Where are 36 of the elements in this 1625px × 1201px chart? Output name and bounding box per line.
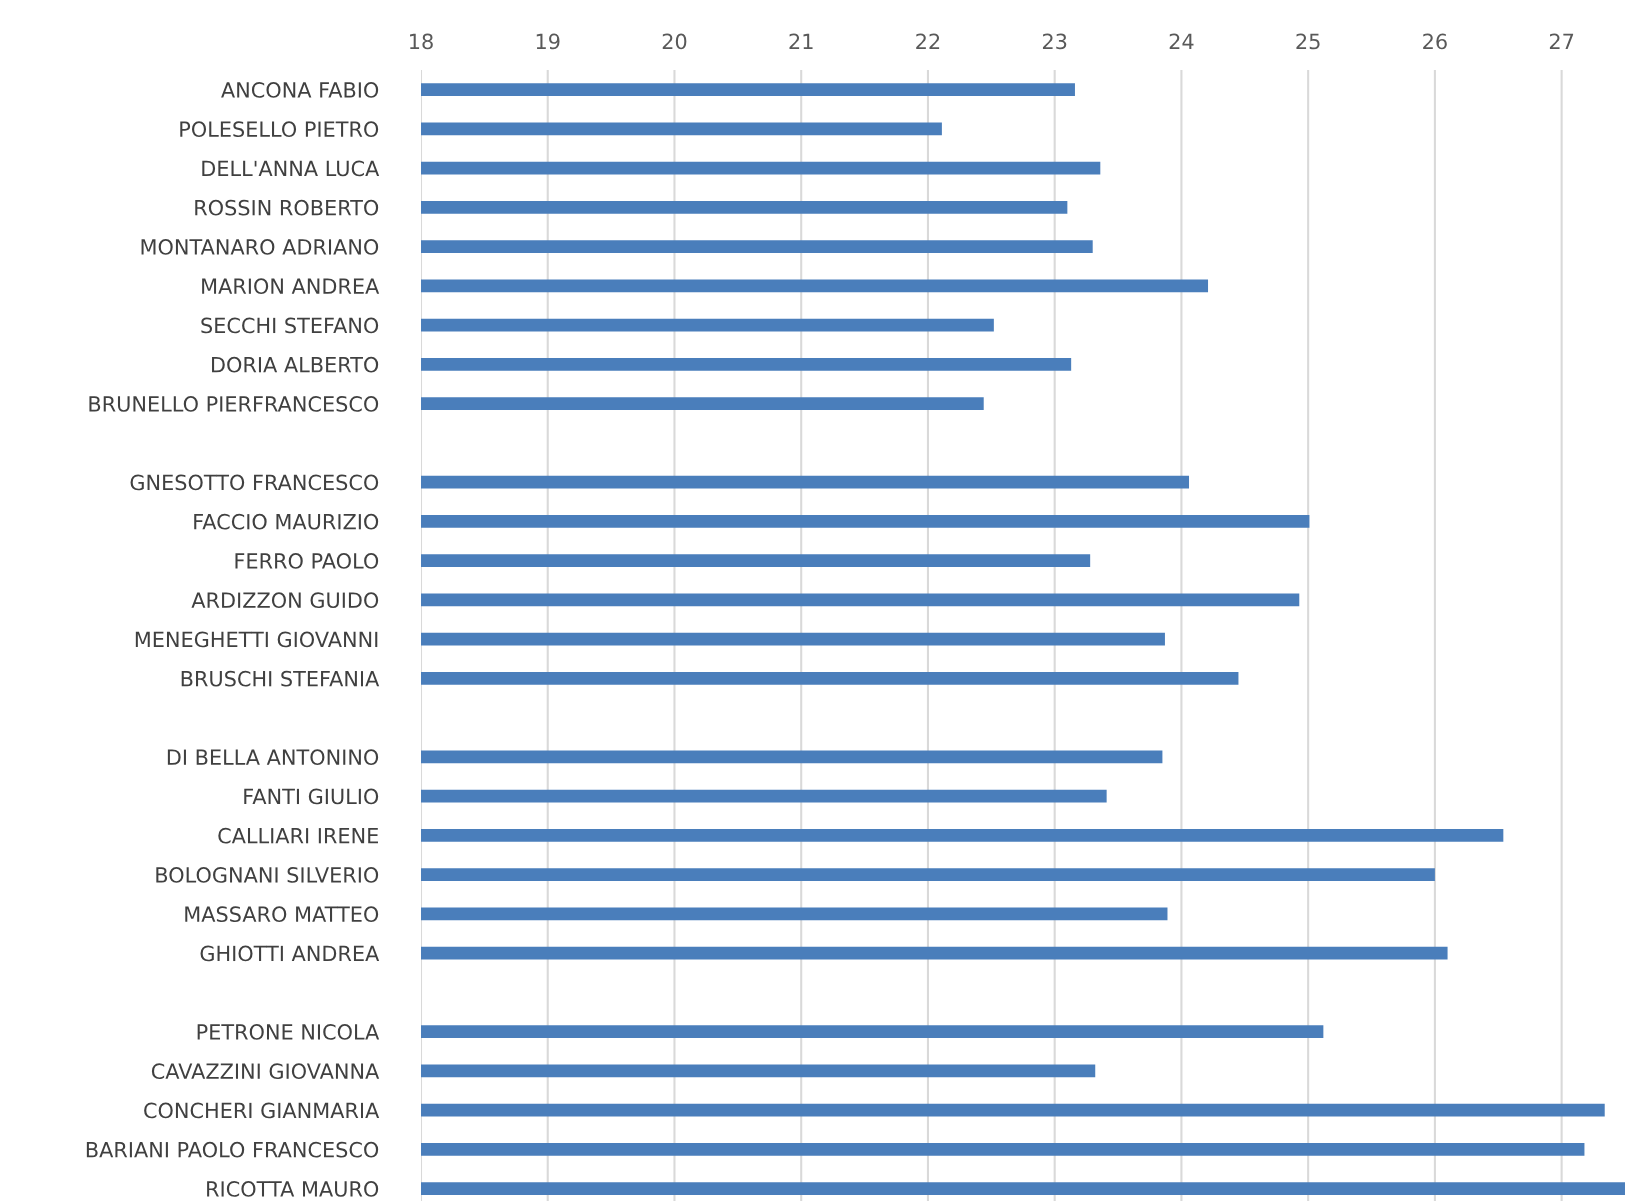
x-tick-label: 24 <box>1169 33 1194 49</box>
y-tick-label: ROSSIN ROBERTO <box>195 199 379 216</box>
y-tick-label: BOLOGNANI SILVERIO <box>156 867 379 883</box>
y-tick-label: GNESOTTO FRANCESCO <box>130 474 379 491</box>
y-tick-label: GHIOTTI ANDREA <box>200 945 380 962</box>
y-tick-label: FERRO PAOLO <box>235 553 379 569</box>
y-tick-label: CAVAZZINI GIOVANNA <box>151 1063 380 1080</box>
y-tick-label: MENEGHETTI GIOVANNI <box>135 631 378 648</box>
x-tick-label: 21 <box>789 33 813 49</box>
x-tick-label: 18 <box>410 33 433 50</box>
y-tick-label: ARDIZZON GUIDO <box>191 592 379 609</box>
x-tick-label: 22 <box>916 33 940 49</box>
y-tick-label: MARION ANDREA <box>202 278 380 295</box>
y-tick-label: BARIANI PAOLO FRANCESCO <box>86 1141 379 1158</box>
x-tick-label: 23 <box>1042 33 1067 50</box>
y-tick-label: FACCIO MAURIZIO <box>194 513 379 530</box>
x-tick-label: 20 <box>662 33 687 50</box>
y-tick-label: DELL'ANNA LUCA <box>202 160 380 177</box>
y-tick-label: PETRONE NICOLA <box>197 1024 380 1040</box>
x-tick-label: 19 <box>536 33 560 50</box>
x-tick-label: 26 <box>1423 33 1447 50</box>
y-tick-label: FANTI GIULIO <box>244 788 379 805</box>
y-tick-label: DI BELLA ANTONINO <box>167 749 379 766</box>
y-tick-label: RICOTTA MAURO <box>207 1181 379 1197</box>
y-tick-label: BRUSCHI STEFANIA <box>181 670 380 687</box>
y-tick-label: CALLIARI IRENE <box>218 827 378 844</box>
x-tick-label: 27 <box>1549 33 1574 49</box>
x-tick-label: 25 <box>1296 33 1320 50</box>
y-tick-label: POLESELLO PIETRO <box>180 121 379 138</box>
y-tick-label: MASSARO MATTEO <box>185 906 379 923</box>
y-tick-label: DORIA ALBERTO <box>212 356 379 373</box>
y-tick-label: CONCHERI GIANMARIA <box>144 1102 380 1119</box>
y-tick-label: ANCONA FABIO <box>221 82 379 98</box>
y-tick-label: MONTANARO ADRIANO <box>141 239 379 255</box>
y-tick-label: SECCHI STEFANO <box>201 317 379 334</box>
y-tick-label: BRUNELLO PIERFRANCESCO <box>89 396 379 412</box>
